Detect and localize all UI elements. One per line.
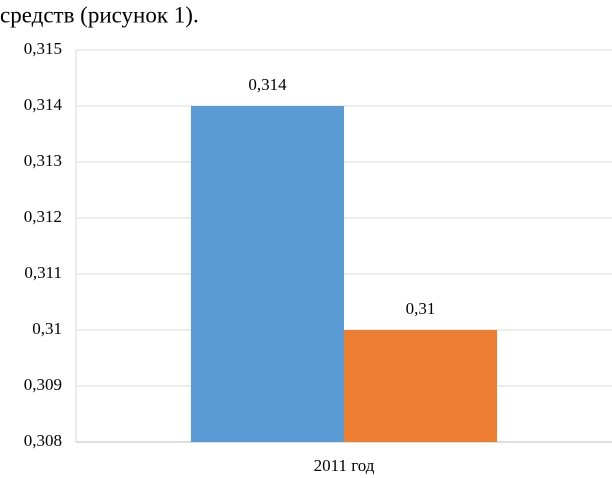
y-tick-label: 0,312 <box>24 207 62 226</box>
bar <box>344 330 498 442</box>
y-tick-label: 0,313 <box>24 151 62 170</box>
text-above: средств (рисунок 1). <box>0 2 199 27</box>
y-tick-label: 0,315 <box>24 39 62 58</box>
bar <box>190 106 344 442</box>
y-tick-label: 0,309 <box>24 375 62 394</box>
y-tick-label: 0,31 <box>32 319 62 338</box>
data-label: 0,314 <box>248 75 287 94</box>
y-tick-label: 0,314 <box>24 95 63 114</box>
x-tick-label: 2011 год <box>314 456 375 475</box>
data-label: 0,31 <box>406 299 436 318</box>
y-tick-label: 0,311 <box>24 263 62 282</box>
y-tick-label: 0,308 <box>24 431 62 450</box>
